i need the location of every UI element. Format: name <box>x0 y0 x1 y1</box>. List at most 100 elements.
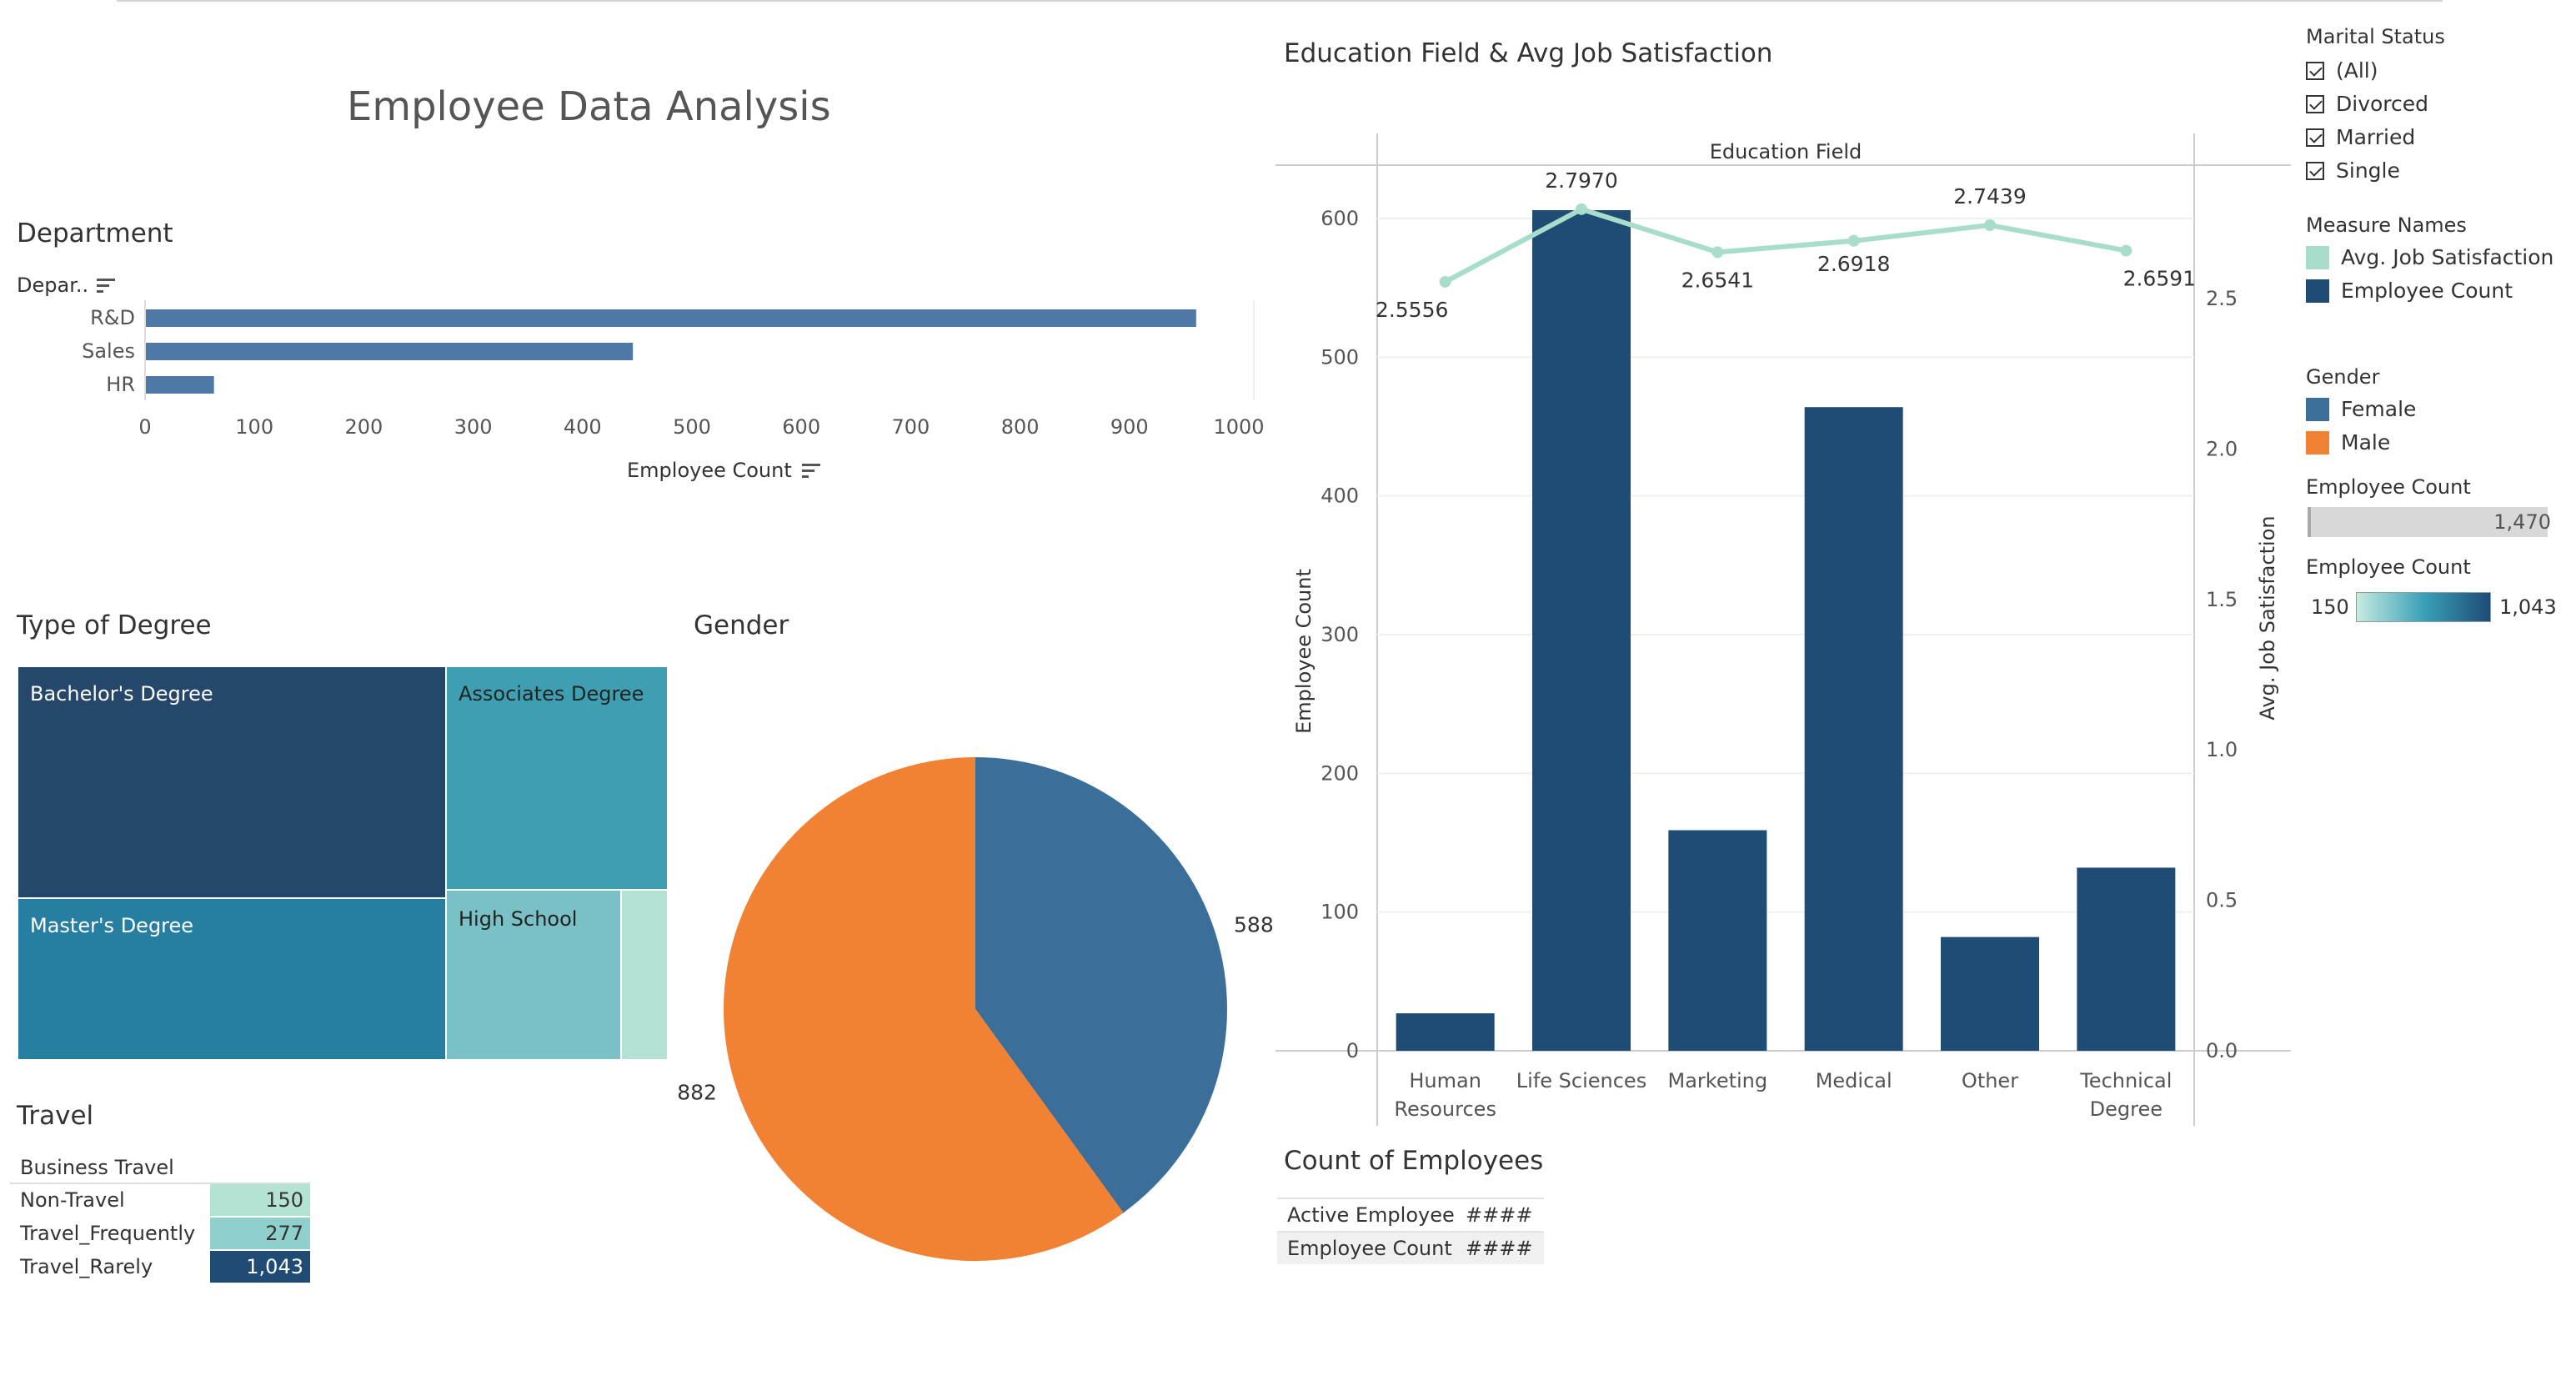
marital-filter-label: Married <box>2336 125 2416 149</box>
gender-title: Gender <box>694 610 789 640</box>
y2-axis-title: Avg. Job Satisfaction <box>2256 515 2279 720</box>
marital-filter-all[interactable]: (All) <box>2306 58 2378 83</box>
degree-treemap: Bachelor's Degree Associates Degree Mast… <box>17 665 669 1061</box>
y-tick-label: 600 <box>1321 207 1359 230</box>
department-x-tick: 200 <box>344 415 383 439</box>
line-value-label: 2.6591 <box>2123 267 2196 291</box>
treemap-cell-other[interactable] <box>620 889 669 1061</box>
line-value-label: 2.7439 <box>1953 184 2026 208</box>
legend-avg-job-satisfaction[interactable]: Avg. Job Satisfaction <box>2306 245 2553 269</box>
department-x-tick: 300 <box>454 415 493 439</box>
treemap-label-high-school: High School <box>459 907 578 931</box>
edu-category-label: Medical <box>1816 1069 1892 1092</box>
line-point-medical[interactable] <box>1847 234 1860 247</box>
department-x-tick: 0 <box>138 415 151 439</box>
checkbox-icon[interactable] <box>2306 94 2324 113</box>
gender-pie-chart: 588 882 <box>677 757 1274 1261</box>
legend-female[interactable]: Female <box>2306 397 2416 421</box>
department-x-tick: 600 <box>782 415 820 439</box>
line-point-life-sciences[interactable] <box>1576 203 1587 215</box>
y-axis-title: Employee Count <box>1292 569 1316 734</box>
edu-bar-marketing[interactable] <box>1668 830 1767 1051</box>
y-tick-label: 500 <box>1321 345 1359 369</box>
treemap-cell-masters[interactable]: Master's Degree <box>17 897 447 1061</box>
y-tick-label: 100 <box>1321 901 1359 924</box>
department-x-tick: 700 <box>891 415 930 439</box>
legend-swatch <box>2306 430 2329 454</box>
legend-label: Avg. Job Satisfaction <box>2341 245 2554 269</box>
department-x-tick: 1000 <box>1213 415 1264 439</box>
edu-bar-other[interactable] <box>1941 937 2039 1051</box>
employee-count-gradient-title: Employee Count <box>2306 555 2471 579</box>
kpi-table: Active Employee #### Employee Count #### <box>1277 1198 1546 1264</box>
y2-tick-label: 0.0 <box>2206 1039 2238 1062</box>
department-title: Department <box>17 218 173 249</box>
checkbox-icon[interactable] <box>2306 61 2324 80</box>
edu-category-label: Resources <box>1394 1097 1496 1121</box>
marital-filter-married[interactable]: Married <box>2306 125 2415 149</box>
education-title: Education Field & Avg Job Satisfaction <box>1284 38 1773 68</box>
avg-job-satisfaction-line[interactable] <box>1444 206 2127 284</box>
department-x-axis-title[interactable]: Employee Count <box>627 459 822 482</box>
legend-swatch <box>2306 279 2329 303</box>
legend-label: Female <box>2341 397 2417 421</box>
treemap-label-associates: Associates Degree <box>459 682 644 706</box>
edu-bar-human-resources[interactable] <box>1396 1013 1495 1051</box>
slider-max-value: 1,470 <box>2493 510 2551 534</box>
pie-label-female: 588 <box>1234 912 1274 937</box>
treemap-cell-high-school[interactable]: High School <box>445 889 622 1061</box>
y2-tick-label: 1.5 <box>2206 588 2238 611</box>
kpi-row-employee-count: Employee Count #### <box>1277 1231 1544 1264</box>
treemap-cell-associates[interactable]: Associates Degree <box>445 665 669 891</box>
edu-category-label: Other <box>1962 1069 2018 1092</box>
department-bar-r-d[interactable] <box>145 309 1196 327</box>
edu-bar-life-sciences[interactable] <box>1532 210 1631 1051</box>
department-bar-hr[interactable] <box>145 376 214 394</box>
travel-cell-travel-frequently[interactable]: 277 <box>210 1218 310 1249</box>
edu-category-label: Life Sciences <box>1516 1069 1646 1092</box>
legend-panel: Marital Status (All) Divorced Married Si… <box>2306 25 2557 634</box>
department-bars: R&D Sales HR <box>82 306 1196 396</box>
department-bar-sales[interactable] <box>145 343 634 360</box>
edu-category-label: Degree <box>2090 1097 2163 1121</box>
marital-filter-label: Single <box>2336 158 2400 183</box>
kpi-value: #### <box>1466 1203 1533 1227</box>
department-bar-chart: R&D Sales HR 0 100 200 300 400 500 600 700 800 900 1… <box>82 300 1265 439</box>
line-point-human-resources[interactable] <box>1439 275 1451 288</box>
kpi-title: Count of Employees <box>1284 1146 1544 1176</box>
pie-slice-male[interactable] <box>723 757 1124 1261</box>
y-tick-label: 0 <box>1346 1039 1359 1062</box>
employee-count-slider[interactable]: 1,470 <box>2308 507 2551 537</box>
edu-bar-medical[interactable] <box>1804 407 1903 1051</box>
edu-bar-technical-degree[interactable] <box>2077 867 2176 1051</box>
measure-names-title: Measure Names <box>2306 213 2467 237</box>
line-value-label: 2.6918 <box>1817 252 1890 276</box>
treemap-cell-bachelors[interactable]: Bachelor's Degree <box>17 665 447 899</box>
sort-icon[interactable] <box>800 460 822 480</box>
sort-icon[interactable] <box>95 275 117 295</box>
line-point-technical-degree[interactable] <box>2120 244 2132 257</box>
travel-title: Travel <box>17 1101 94 1131</box>
department-dim-header[interactable]: Depar.. <box>17 274 117 297</box>
checkbox-icon[interactable] <box>2306 128 2324 147</box>
marital-filter-divorced[interactable]: Divorced <box>2306 92 2428 116</box>
legend-male[interactable]: Male <box>2306 430 2390 454</box>
travel-cell-non-travel[interactable]: 150 <box>210 1184 310 1216</box>
legend-employee-count[interactable]: Employee Count <box>2306 279 2513 303</box>
y-tick-label: 300 <box>1321 623 1359 646</box>
kpi-label: Active Employee <box>1287 1203 1455 1227</box>
marital-filter-single[interactable]: Single <box>2306 158 2400 183</box>
treemap-label-masters: Master's Degree <box>30 914 194 937</box>
line-point-marketing[interactable] <box>1711 246 1724 259</box>
line-point-other[interactable] <box>1984 219 1996 232</box>
legend-swatch <box>2306 245 2329 269</box>
department-dim-label: Depar.. <box>17 274 89 297</box>
travel-row-label: Non-Travel <box>20 1188 125 1212</box>
department-x-tick: 900 <box>1110 415 1149 439</box>
line-value-label: 2.5556 <box>1376 298 1448 322</box>
department-category-label: Sales <box>82 339 135 363</box>
pie-slice-female[interactable] <box>975 757 1227 1213</box>
travel-cell-travel-rarely[interactable]: 1,043 <box>210 1251 310 1283</box>
gender-legend-title: Gender <box>2306 365 2380 389</box>
checkbox-icon[interactable] <box>2306 161 2324 180</box>
